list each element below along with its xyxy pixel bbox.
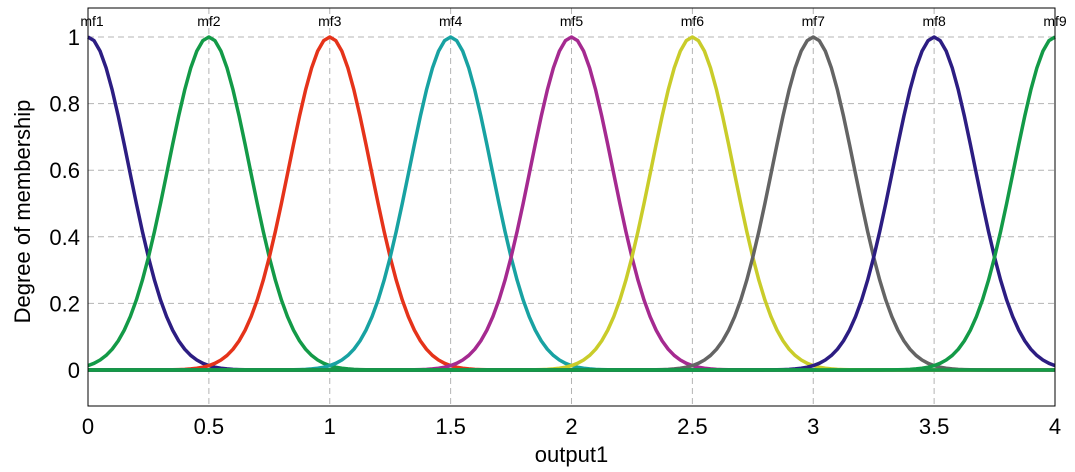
y-axis-title: Degree of membership — [10, 100, 35, 324]
series-label-mf7: mf7 — [802, 13, 826, 29]
x-tick-label: 2 — [565, 414, 577, 439]
x-axis-title: output1 — [535, 442, 608, 467]
x-tick-label: 3 — [807, 414, 819, 439]
plot-frame — [87, 7, 1056, 407]
x-tick-labels: 0 0.5 1 1.5 2 2.5 3 3.5 4 — [82, 414, 1061, 439]
x-tick-label: 0 — [82, 414, 94, 439]
y-tick-label: 1 — [68, 25, 80, 50]
series-labels: mf1 mf2 mf3 mf4 mf5 mf6 mf7 mf8 mf9 — [80, 13, 1067, 29]
y-tick-label: 0.6 — [49, 158, 80, 183]
y-tick-labels: 0 0.2 0.4 0.6 0.8 1 — [49, 25, 80, 383]
series-label-mf3: mf3 — [318, 13, 342, 29]
series-label-mf4: mf4 — [439, 13, 463, 29]
x-tick-label: 1 — [324, 414, 336, 439]
y-tick-label: 0 — [68, 358, 80, 383]
y-tick-label: 0.4 — [49, 225, 80, 250]
y-tick-label: 0.8 — [49, 92, 80, 117]
series-label-mf9: mf9 — [1043, 13, 1067, 29]
series-label-mf8: mf8 — [922, 13, 946, 29]
x-tick-label: 0.5 — [194, 414, 225, 439]
x-tick-label: 3.5 — [919, 414, 950, 439]
series-label-mf5: mf5 — [560, 13, 584, 29]
series-label-mf2: mf2 — [197, 13, 221, 29]
x-tick-label: 2.5 — [677, 414, 708, 439]
series-group — [87, 35, 1056, 372]
x-tick-label: 4 — [1049, 414, 1061, 439]
x-tick-label: 1.5 — [435, 414, 466, 439]
series-label-mf6: mf6 — [681, 13, 705, 29]
y-tick-label: 0.2 — [49, 291, 80, 316]
series-label-mf1: mf1 — [80, 13, 104, 29]
